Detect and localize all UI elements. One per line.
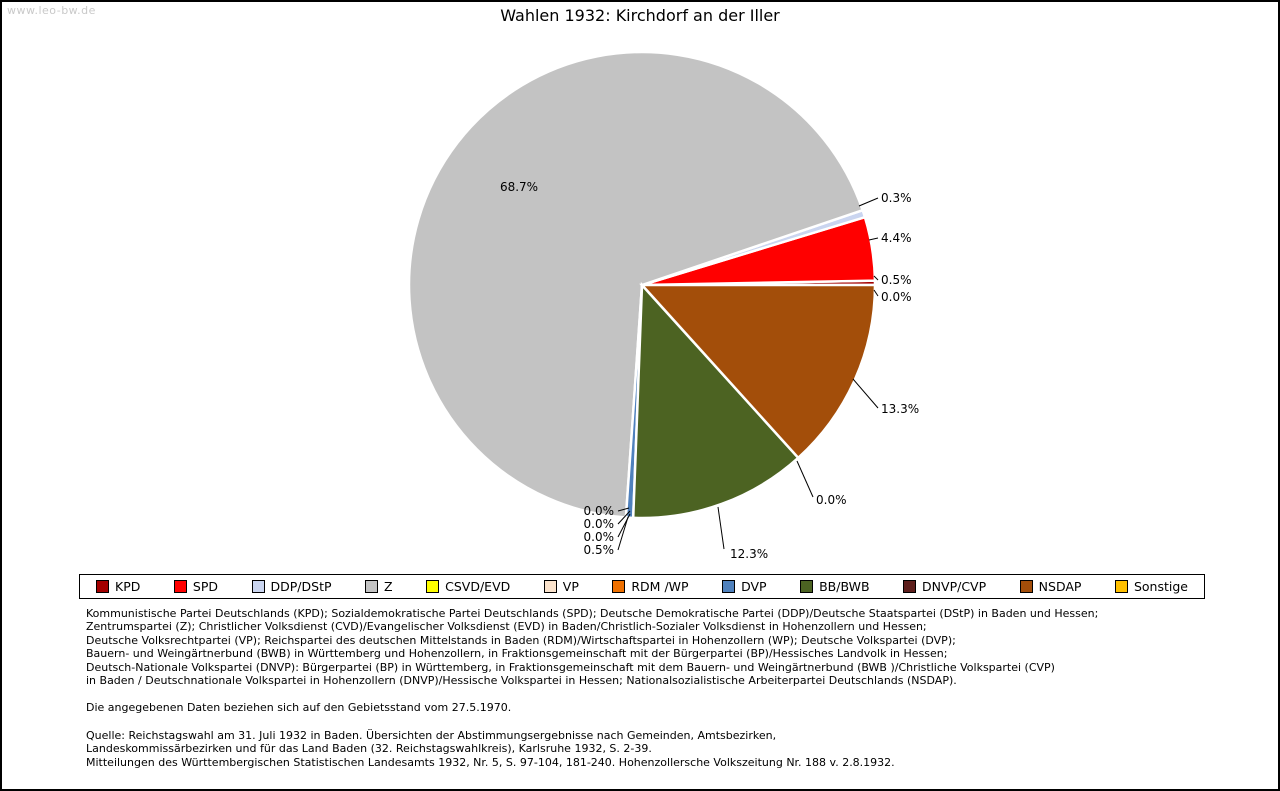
label-leader-line bbox=[858, 197, 879, 207]
text-line: Zentrumspartei (Z); Christlicher Volksdi… bbox=[86, 620, 927, 634]
legend-swatch bbox=[96, 580, 109, 593]
text-line: Deutsch-Nationale Volkspartei (DNVP): Bü… bbox=[86, 660, 1055, 674]
label-leader-line bbox=[852, 378, 879, 409]
legend-item-DDP-DStP: DDP/DStP bbox=[251, 579, 332, 594]
text-line: Kommunistische Partei Deutschlands (KPD)… bbox=[86, 607, 1099, 620]
text-line: Bauern- und Weingärtnerbund (BWB) in Wür… bbox=[86, 647, 948, 661]
legend-swatch bbox=[1019, 580, 1033, 593]
legend-swatch bbox=[722, 580, 736, 593]
legend-label: SPD bbox=[192, 579, 218, 594]
percent-label: 13.3% bbox=[881, 402, 919, 416]
text-line: Deutsche Volksrechtpartei (VP); Reichspa… bbox=[86, 633, 956, 647]
label-leader-line bbox=[873, 289, 879, 297]
pie-slice-Z bbox=[407, 50, 865, 519]
legend-item-DVP: DVP bbox=[722, 579, 767, 594]
legend-item-BB-BWB: BB/BWB bbox=[800, 579, 870, 594]
legend-label: DDP/DStP bbox=[270, 579, 332, 594]
legend-item-Z: Z bbox=[365, 579, 393, 594]
legend-item-CSVD-EVD: CSVD/EVD bbox=[426, 579, 510, 594]
legend-label: KPD bbox=[115, 579, 141, 594]
label-leader-line bbox=[617, 516, 629, 551]
label-leader-line bbox=[873, 275, 879, 281]
legend: KPD SPD DDP/DStP Z CSVD/EVD VP RDM /WP DVP BB/BW… bbox=[79, 574, 1205, 599]
label-leader-line bbox=[617, 510, 631, 525]
legend-item-VP: VP bbox=[543, 579, 579, 594]
text-line: Landeskommissärbezirken und für das Land… bbox=[86, 742, 652, 756]
legend-swatch bbox=[903, 580, 917, 593]
text-line: Mitteilungen des Württembergischen Stati… bbox=[86, 755, 895, 769]
source-note: Quelle: Reichstagswahl am 31. Juli 1932 … bbox=[86, 729, 1098, 769]
percent-label: 4.4% bbox=[881, 231, 912, 245]
percent-label: 0.0% bbox=[584, 504, 615, 518]
watermark: www.leo-bw.de bbox=[7, 4, 96, 17]
legend-item-NSDAP: NSDAP bbox=[1019, 579, 1082, 594]
label-leader-line bbox=[796, 460, 814, 498]
legend-swatch bbox=[251, 580, 265, 593]
legend-label: Sonstige bbox=[1133, 579, 1188, 594]
percent-label: 0.3% bbox=[881, 191, 912, 205]
percent-label: 12.3% bbox=[730, 547, 768, 561]
legend-label: RDM /WP bbox=[631, 579, 689, 594]
percent-label: 0.5% bbox=[584, 543, 615, 557]
percent-label: 0.0% bbox=[584, 517, 615, 531]
text-line: in Baden / Deutschnationale Volkspartei … bbox=[86, 674, 957, 688]
legend-item-RDM-WP: RDM /WP bbox=[612, 579, 689, 594]
pie-slice-BB-BWB bbox=[631, 281, 801, 520]
legend-item-KPD: KPD bbox=[96, 579, 140, 594]
percent-label: 0.0% bbox=[881, 290, 912, 304]
legend-item-DNVP-CVP: DNVP/CVP bbox=[903, 579, 986, 594]
legend-swatch bbox=[1114, 580, 1128, 593]
party-abbreviations: Kommunistische Partei Deutschlands (KPD)… bbox=[86, 607, 1098, 687]
legend-label: DNVP/CVP bbox=[922, 579, 987, 594]
label-leader-line bbox=[868, 237, 879, 241]
legend-item-SPD: SPD bbox=[173, 579, 218, 594]
percent-label: 0.5% bbox=[881, 273, 912, 287]
text-line: Quelle: Reichstagswahl am 31. Juli 1932 … bbox=[86, 728, 777, 742]
legend-swatch bbox=[426, 580, 440, 593]
legend-item-Sonstige: Sonstige bbox=[1114, 579, 1188, 594]
legend-swatch bbox=[612, 580, 626, 593]
notes: Kommunistische Partei Deutschlands (KPD)… bbox=[86, 607, 1098, 769]
legend-label: Z bbox=[384, 579, 393, 594]
legend-swatch bbox=[173, 580, 187, 593]
percent-label: 0.0% bbox=[584, 530, 615, 544]
legend-swatch bbox=[800, 580, 814, 593]
percent-label: 68.7% bbox=[500, 180, 538, 194]
percent-label: 0.0% bbox=[816, 493, 847, 507]
legend-label: BB/BWB bbox=[819, 579, 870, 594]
legend-label: DVP bbox=[741, 579, 767, 594]
page-title: Wahlen 1932: Kirchdorf an der Iller bbox=[500, 6, 780, 25]
label-leader-line bbox=[617, 507, 630, 512]
legend-label: VP bbox=[562, 579, 579, 594]
pie-slice-NSDAP bbox=[639, 283, 877, 460]
legend-label: CSVD/EVD bbox=[445, 579, 511, 594]
territory-note: Die angegebenen Daten beziehen sich auf … bbox=[86, 701, 512, 715]
label-leader-line bbox=[717, 506, 725, 550]
legend-label: NSDAP bbox=[1038, 579, 1082, 594]
legend-swatch bbox=[543, 580, 557, 593]
legend-swatch bbox=[365, 580, 379, 593]
